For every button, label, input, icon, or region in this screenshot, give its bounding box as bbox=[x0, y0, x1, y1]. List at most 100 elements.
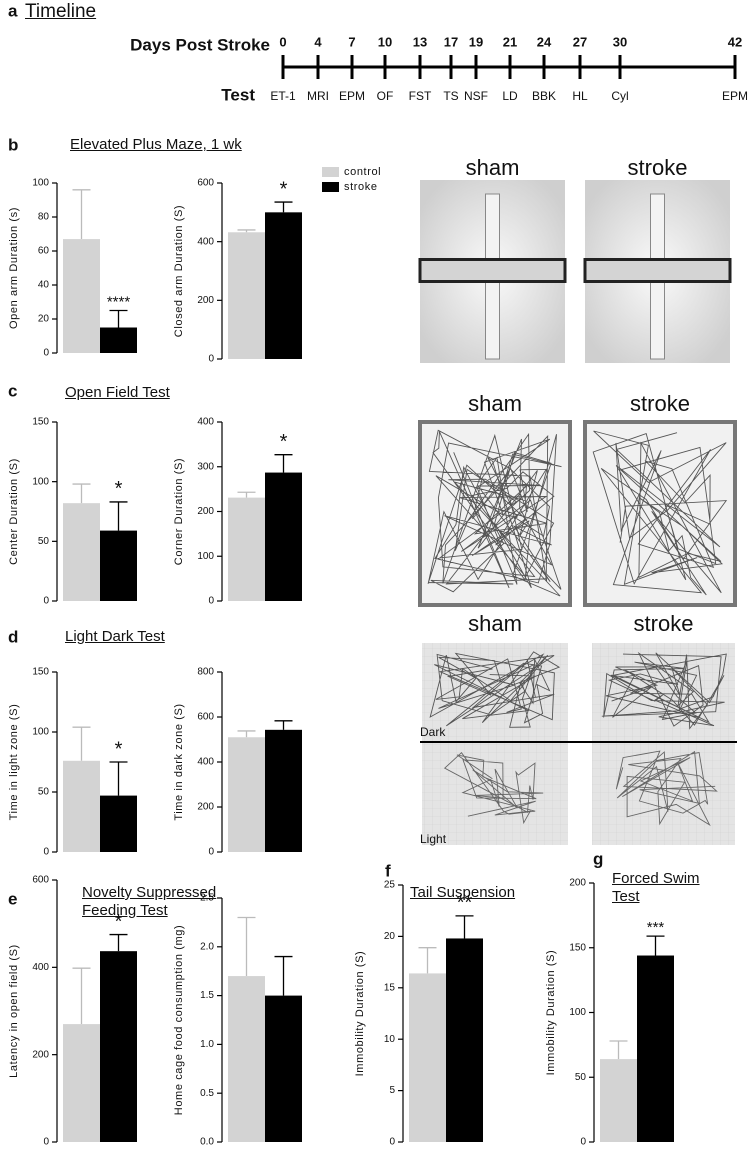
y-tick-label: 60 bbox=[38, 246, 50, 257]
bar bbox=[446, 938, 483, 1142]
track bbox=[615, 750, 718, 827]
y-tick-label: 600 bbox=[197, 178, 214, 189]
timeline-test: EPM bbox=[722, 89, 748, 103]
zone-label: Dark bbox=[420, 725, 446, 739]
y-tick-label: 10 bbox=[384, 1034, 396, 1045]
image-label: stroke bbox=[634, 611, 694, 636]
track bbox=[592, 430, 728, 596]
y-tick-label: 25 bbox=[384, 880, 396, 891]
y-tick-label: 0 bbox=[43, 847, 49, 858]
y-tick-label: 20 bbox=[384, 931, 396, 942]
bar bbox=[228, 737, 265, 852]
timeline-day: 27 bbox=[573, 34, 587, 49]
y-tick-label: 0 bbox=[208, 354, 214, 365]
maze-arm bbox=[418, 258, 567, 283]
bar bbox=[265, 472, 302, 601]
y-tick-label: 0 bbox=[208, 847, 214, 858]
y-tick-label: 20 bbox=[38, 314, 50, 325]
significance: **** bbox=[107, 293, 131, 310]
y-tick-label: 100 bbox=[569, 1007, 586, 1018]
panel-letter: a bbox=[8, 1, 18, 20]
bar bbox=[63, 503, 100, 601]
timeline-test: NSF bbox=[464, 89, 488, 103]
bar bbox=[265, 212, 302, 359]
panel-letter: b bbox=[8, 135, 18, 154]
timeline-day: 42 bbox=[728, 34, 742, 49]
timeline-test: FST bbox=[409, 89, 432, 103]
y-tick-label: 50 bbox=[38, 787, 50, 798]
bar bbox=[265, 995, 302, 1142]
y-axis-label: Immobility Duration (S) bbox=[354, 951, 366, 1077]
y-tick-label: 150 bbox=[32, 667, 49, 678]
timeline-test: HL bbox=[572, 89, 588, 103]
bar bbox=[100, 530, 137, 601]
timeline-test: TS bbox=[443, 89, 458, 103]
image-label: stroke bbox=[628, 155, 688, 180]
y-tick-label: 5 bbox=[389, 1085, 395, 1096]
timeline-day: 19 bbox=[469, 34, 483, 49]
timeline-test: MRI bbox=[307, 89, 329, 103]
y-tick-label: 50 bbox=[38, 536, 50, 547]
bar bbox=[228, 976, 265, 1142]
y-axis-label: Time in light zone (S) bbox=[8, 704, 20, 821]
timeline-test: Cyl bbox=[611, 89, 628, 103]
y-tick-label: 50 bbox=[575, 1072, 587, 1083]
panel-title: Light Dark Test bbox=[65, 628, 165, 645]
y-tick-label: 100 bbox=[32, 727, 49, 738]
timeline-day: 0 bbox=[279, 34, 286, 49]
bar bbox=[600, 1059, 637, 1142]
significance: * bbox=[280, 431, 288, 453]
timeline-row-label: Test bbox=[221, 85, 255, 104]
timeline-day: 13 bbox=[413, 34, 427, 49]
y-tick-label: 0.0 bbox=[200, 1137, 214, 1148]
image-label: sham bbox=[468, 391, 522, 416]
timeline-test: ET-1 bbox=[270, 89, 296, 103]
y-tick-label: 0 bbox=[580, 1137, 586, 1148]
y-tick-label: 40 bbox=[38, 280, 50, 291]
panel-letter: g bbox=[593, 849, 603, 868]
image-label: sham bbox=[468, 611, 522, 636]
timeline-test: EPM bbox=[339, 89, 365, 103]
y-tick-label: 400 bbox=[197, 236, 214, 247]
y-tick-label: 800 bbox=[197, 667, 214, 678]
y-tick-label: 200 bbox=[197, 295, 214, 306]
significance: * bbox=[115, 478, 123, 500]
y-tick-label: 2.5 bbox=[200, 893, 214, 904]
timeline-day: 4 bbox=[314, 34, 322, 49]
panel-title: Timeline bbox=[25, 1, 97, 22]
panel-letter: c bbox=[8, 381, 17, 400]
timeline-test: LD bbox=[502, 89, 518, 103]
track bbox=[443, 752, 544, 825]
timeline-day: 21 bbox=[503, 34, 517, 49]
y-tick-label: 80 bbox=[38, 212, 50, 223]
y-axis-label: Center Duration (S) bbox=[8, 458, 20, 565]
y-tick-label: 100 bbox=[32, 476, 49, 487]
legend-swatch bbox=[322, 167, 339, 177]
y-axis-label: Time in dark zone (S) bbox=[173, 703, 185, 820]
y-tick-label: 400 bbox=[32, 962, 49, 973]
legend-label: stroke bbox=[344, 181, 378, 193]
track bbox=[427, 429, 562, 597]
y-axis-label: Closed arm Duration (S) bbox=[173, 205, 185, 337]
y-axis-label: Open arm Duration (s) bbox=[8, 207, 20, 329]
y-tick-label: 400 bbox=[197, 417, 214, 428]
y-tick-label: 0 bbox=[43, 596, 49, 607]
y-axis-label: Home cage food consumption (mg) bbox=[173, 925, 185, 1115]
y-tick-label: 200 bbox=[197, 506, 214, 517]
y-tick-label: 0 bbox=[389, 1137, 395, 1148]
y-axis-label: Latency in open field (S) bbox=[8, 944, 20, 1078]
y-tick-label: 150 bbox=[32, 417, 49, 428]
timeline-test: OF bbox=[377, 89, 394, 103]
bar bbox=[409, 973, 446, 1142]
significance: * bbox=[115, 738, 123, 760]
bar bbox=[228, 232, 265, 359]
timeline-test: BBK bbox=[532, 89, 556, 103]
timeline-day: 7 bbox=[348, 34, 355, 49]
significance: * bbox=[280, 178, 288, 200]
legend-swatch bbox=[322, 182, 339, 192]
y-axis-label: Immobility Duration (S) bbox=[545, 950, 557, 1076]
y-tick-label: 150 bbox=[569, 942, 586, 953]
panel-title: Novelty Suppressed Feeding Test bbox=[82, 884, 217, 919]
bar bbox=[100, 795, 137, 852]
